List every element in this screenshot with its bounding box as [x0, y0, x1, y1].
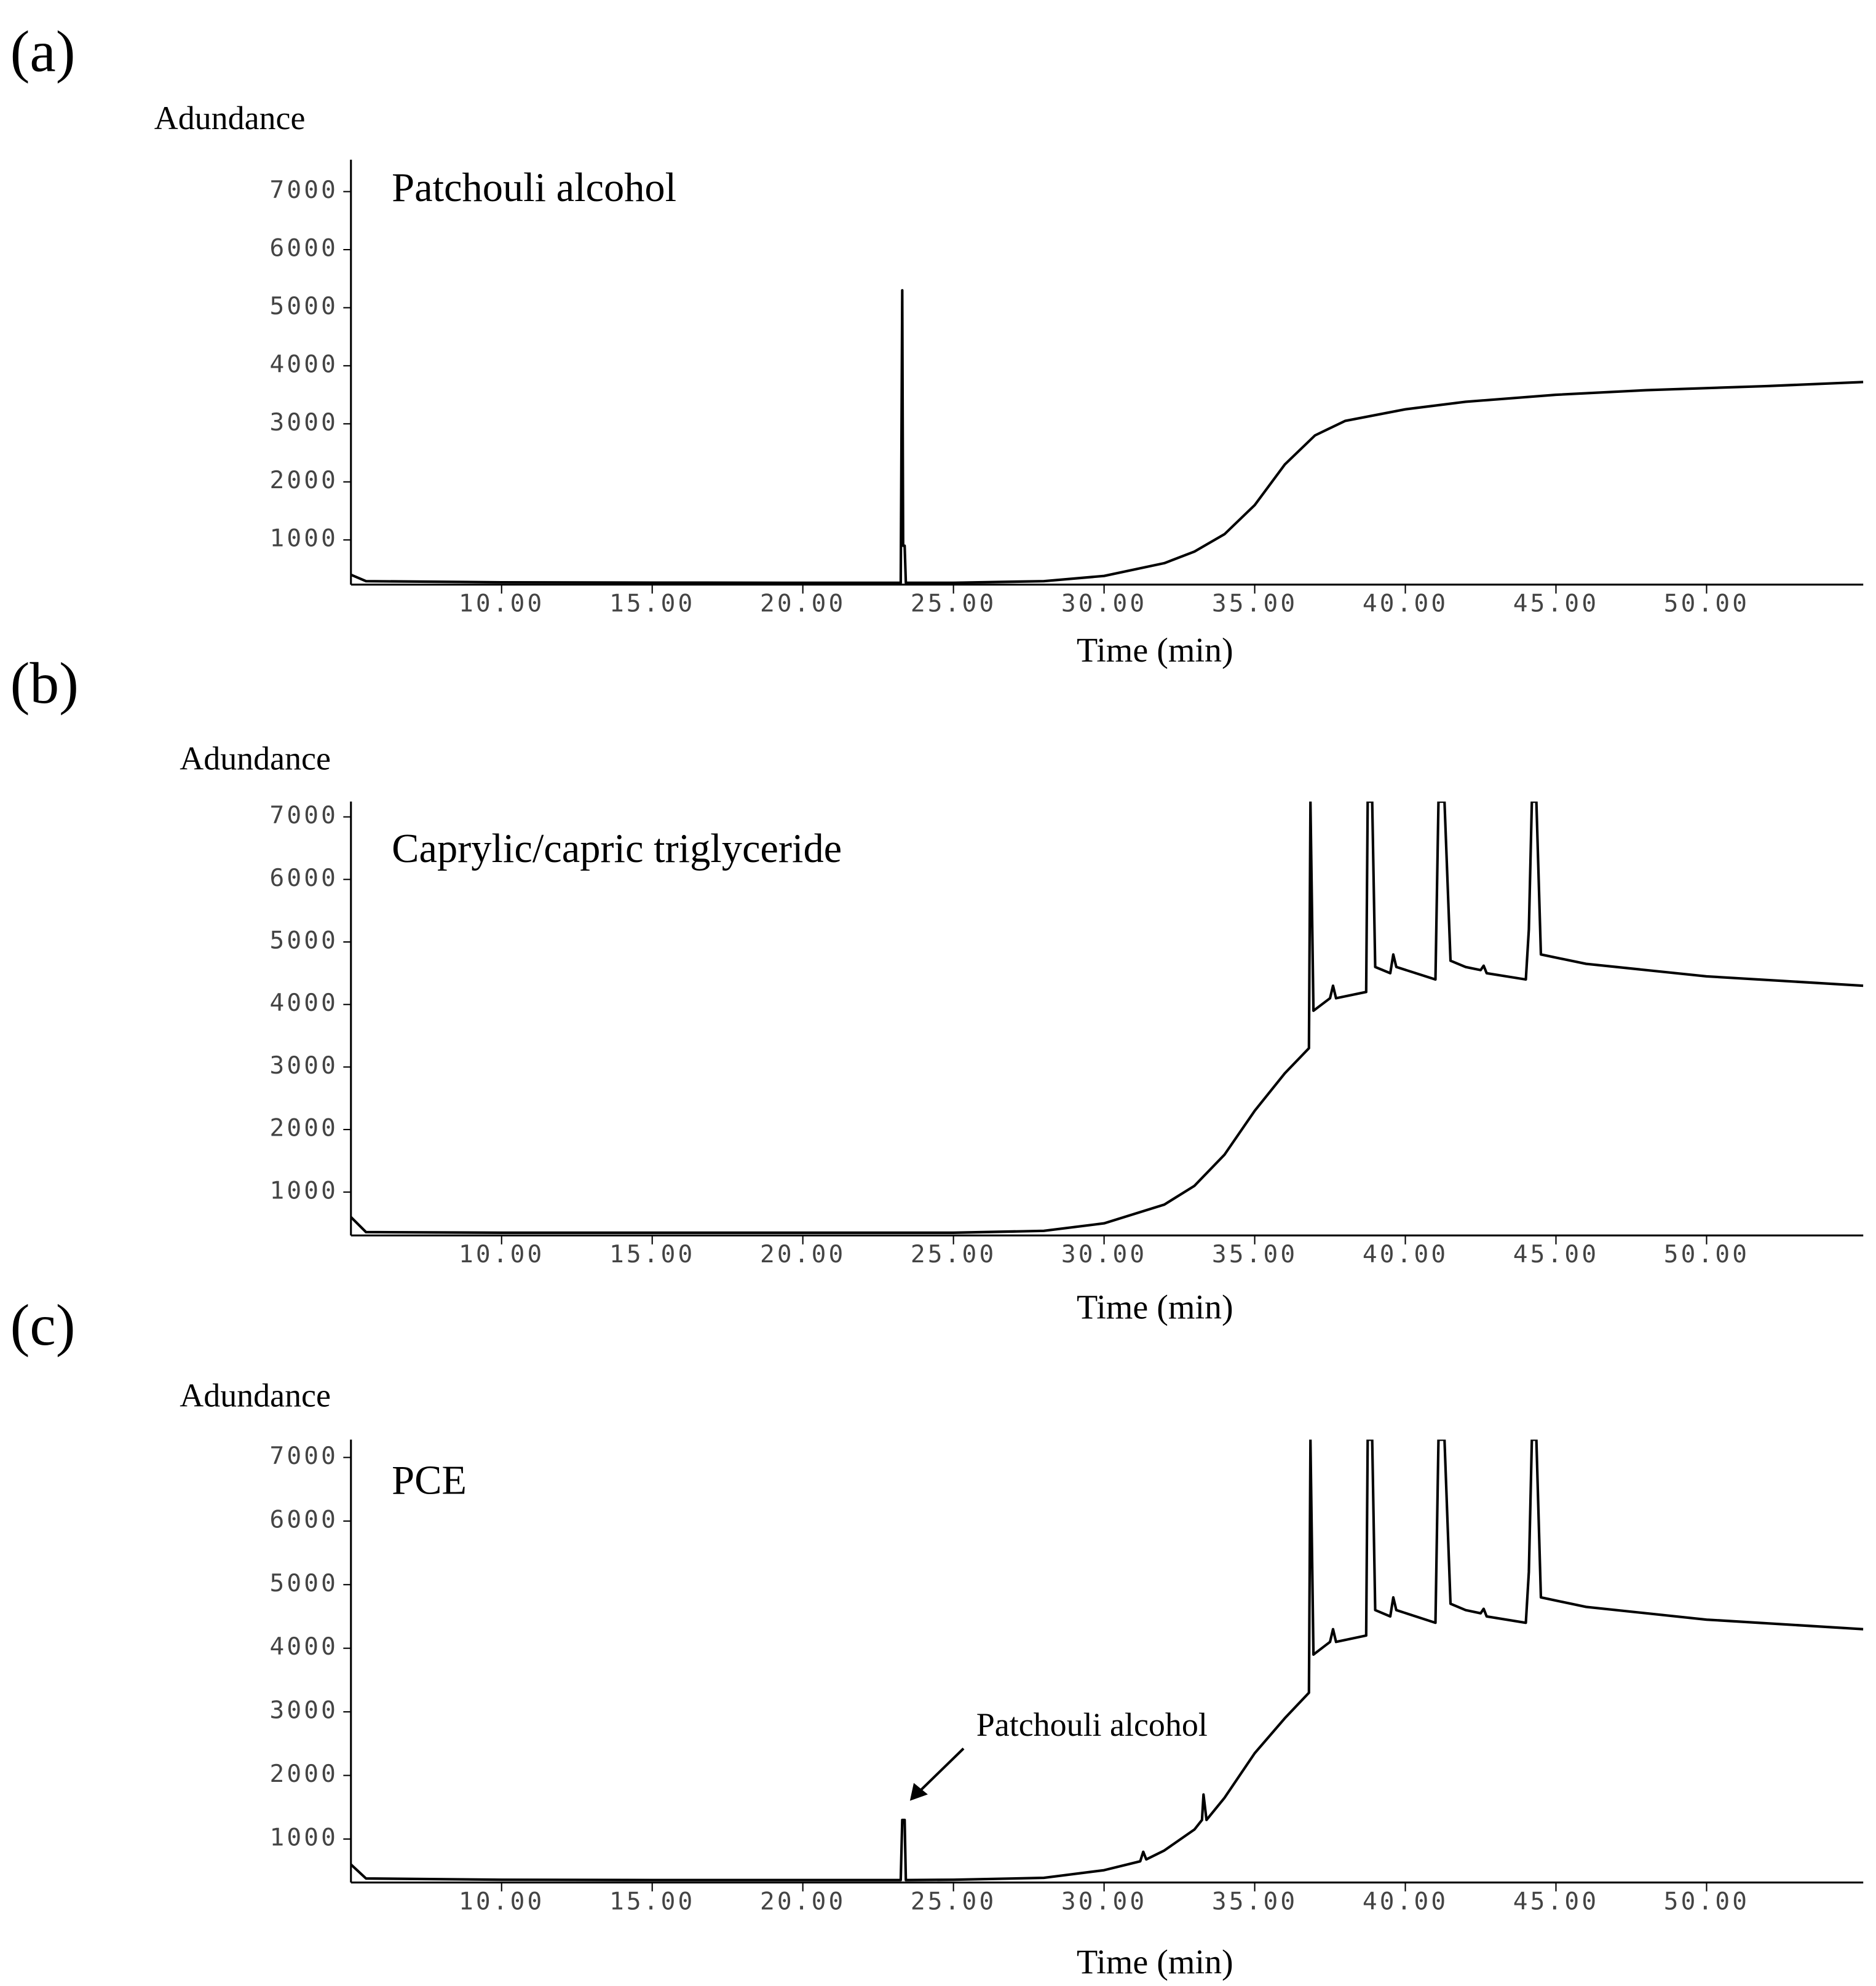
y-axis-label: Adundance — [180, 1377, 331, 1414]
x-axis-label: Time (min) — [1077, 631, 1233, 670]
chromatogram-line — [350, 1439, 1864, 1881]
y-axis-label: Adundance — [180, 740, 331, 777]
x-tick-label: 45.00 — [1513, 590, 1599, 618]
y-tick-label: 3000 — [269, 408, 338, 437]
x-tick-label: 10.00 — [459, 590, 544, 618]
x-tick-label: 30.00 — [1061, 1240, 1147, 1268]
y-tick-label: 2000 — [269, 466, 338, 494]
annotation: Patchouli alcohol — [976, 1706, 1208, 1743]
x-tick-label: 20.00 — [760, 1887, 845, 1915]
y-tick-label: 5000 — [269, 292, 338, 320]
panel-label: (c) — [10, 1292, 76, 1358]
x-tick-label: 25.00 — [911, 590, 996, 618]
x-tick-label: 30.00 — [1061, 1887, 1147, 1915]
x-tick-label: 10.00 — [459, 1240, 544, 1268]
y-tick-label: 4000 — [269, 1632, 338, 1661]
y-tick-label: 2000 — [269, 1114, 338, 1142]
x-tick-label: 35.00 — [1212, 590, 1297, 618]
x-tick-label: 30.00 — [1061, 590, 1147, 618]
chart-title: Patchouli alcohol — [392, 165, 676, 210]
y-tick-label: 4000 — [269, 989, 338, 1017]
annotation-arrowhead — [909, 1782, 928, 1801]
x-tick-label: 15.00 — [609, 1240, 695, 1268]
annotation-arrow — [912, 1747, 965, 1798]
x-tick-label: 45.00 — [1513, 1240, 1599, 1268]
chart-title: Caprylic/capric triglyceride — [392, 826, 842, 871]
x-tick-label: 25.00 — [911, 1240, 996, 1268]
y-tick-label: 7000 — [269, 1442, 338, 1470]
x-tick-label: 20.00 — [760, 590, 845, 618]
x-axis-label: Time (min) — [1077, 1289, 1233, 1327]
y-tick-label: 6000 — [269, 864, 338, 892]
y-tick-label: 7000 — [269, 176, 338, 204]
x-tick-label: 15.00 — [609, 590, 695, 618]
x-tick-label: 45.00 — [1513, 1887, 1599, 1915]
x-tick-label: 50.00 — [1664, 1240, 1749, 1268]
y-tick-label: 3000 — [269, 1051, 338, 1080]
x-tick-label: 35.00 — [1212, 1887, 1297, 1915]
y-tick-label: 1000 — [269, 1176, 338, 1205]
chromatogram-line — [350, 801, 1864, 1234]
y-tick-label: 2000 — [269, 1760, 338, 1788]
x-tick-label: 40.00 — [1363, 1240, 1448, 1268]
x-tick-label: 25.00 — [911, 1887, 996, 1915]
y-tick-label: 6000 — [269, 1505, 338, 1533]
x-tick-label: 35.00 — [1212, 1240, 1297, 1268]
x-tick-label: 50.00 — [1664, 1887, 1749, 1915]
panel-label: (a) — [10, 19, 76, 84]
y-tick-label: 3000 — [269, 1696, 338, 1725]
x-tick-label: 40.00 — [1363, 590, 1448, 618]
x-tick-label: 50.00 — [1664, 590, 1749, 618]
y-tick-label: 5000 — [269, 926, 338, 954]
y-tick-label: 7000 — [269, 801, 338, 829]
y-tick-label: 4000 — [269, 350, 338, 378]
y-tick-label: 1000 — [269, 524, 338, 553]
x-axis-label: Time (min) — [1077, 1943, 1233, 1981]
x-tick-label: 15.00 — [609, 1887, 695, 1915]
y-tick-label: 1000 — [269, 1823, 338, 1851]
chart-title: PCE — [392, 1458, 467, 1503]
chromatogram-line — [350, 289, 1864, 584]
y-axis-label: Adundance — [154, 100, 306, 136]
panel-label: (b) — [10, 651, 79, 716]
y-tick-label: 6000 — [269, 234, 338, 263]
x-tick-label: 10.00 — [459, 1887, 544, 1915]
x-tick-label: 40.00 — [1363, 1887, 1448, 1915]
x-tick-label: 20.00 — [760, 1240, 845, 1268]
y-tick-label: 5000 — [269, 1569, 338, 1597]
